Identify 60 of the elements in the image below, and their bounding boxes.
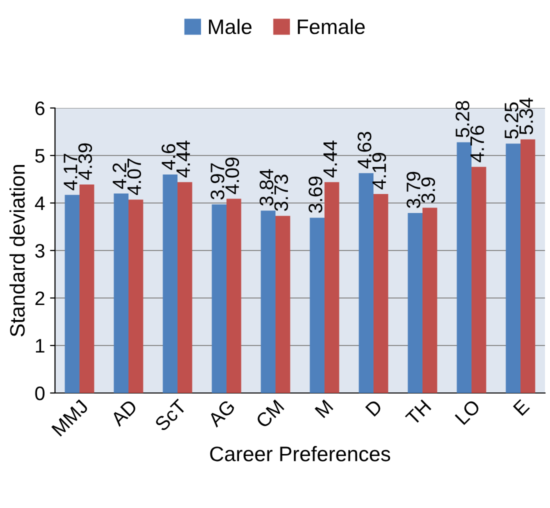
- data-label: 5.25: [504, 102, 518, 139]
- data-label: 4.39: [78, 143, 92, 180]
- bar: [506, 144, 520, 393]
- bar: [374, 194, 388, 393]
- bar: [408, 212, 422, 393]
- bar: [310, 218, 324, 393]
- data-label: 4.63: [358, 132, 372, 168]
- y-tick-label: 2: [35, 291, 44, 306]
- data-label: 4.19: [372, 152, 386, 190]
- bar: [324, 182, 340, 393]
- data-label: 3.84: [260, 169, 274, 206]
- data-label: 3.69: [308, 176, 322, 213]
- y-tick-label: 5: [35, 149, 44, 163]
- x-tick-label: LO: [454, 398, 481, 426]
- bar: [162, 174, 178, 393]
- data-label: 3.79: [406, 172, 420, 208]
- x-tick-label: ScT: [154, 398, 188, 432]
- y-tick-label: 0: [35, 386, 45, 400]
- bar: [422, 208, 438, 393]
- bar: [276, 216, 290, 393]
- y-tick-label: 3: [35, 244, 44, 258]
- bar: [178, 182, 192, 393]
- data-label: 3.73: [274, 174, 288, 211]
- x-tick-label: TH: [404, 399, 432, 426]
- data-label: 4.07: [127, 158, 142, 196]
- y-tick-label: 6: [35, 101, 44, 116]
- data-label: 4.6: [162, 144, 176, 170]
- y-axis-title: Standard deviation: [9, 164, 25, 336]
- bar: [520, 139, 536, 393]
- bar: [260, 210, 276, 393]
- data-label: 3.97: [210, 163, 224, 200]
- data-label: 3.9: [421, 177, 436, 203]
- x-tick-label: E: [512, 398, 530, 416]
- bar: [456, 142, 472, 393]
- bar: [358, 173, 374, 393]
- bar: [114, 194, 128, 393]
- bar: [212, 204, 226, 393]
- data-label: 5.28: [456, 101, 470, 138]
- bar: [472, 166, 486, 393]
- legend-label: Female: [298, 18, 365, 34]
- data-label: 4.44: [176, 140, 190, 178]
- x-tick-label: AD: [110, 399, 138, 427]
- data-label: 4.76: [470, 126, 484, 162]
- data-label: 4.09: [225, 158, 240, 194]
- bar: [80, 184, 94, 393]
- legend-label: Male: [208, 18, 252, 34]
- x-tick-label: D: [365, 399, 383, 417]
- x-tick-label: AG: [207, 399, 236, 428]
- x-axis-title: Career Preferences: [210, 446, 390, 462]
- data-label: 4.44: [324, 140, 337, 178]
- x-tick-label: CM: [255, 399, 284, 429]
- bar: [64, 194, 80, 393]
- bar: [128, 200, 144, 393]
- x-tick-label: M: [314, 399, 334, 418]
- data-label: 4.2: [112, 163, 126, 189]
- bar: [226, 198, 242, 393]
- data-label: 5.34: [519, 98, 534, 134]
- y-tick-label: 4: [34, 196, 45, 210]
- data-label: 4.17: [64, 154, 78, 190]
- y-tick-label: 1: [36, 339, 44, 353]
